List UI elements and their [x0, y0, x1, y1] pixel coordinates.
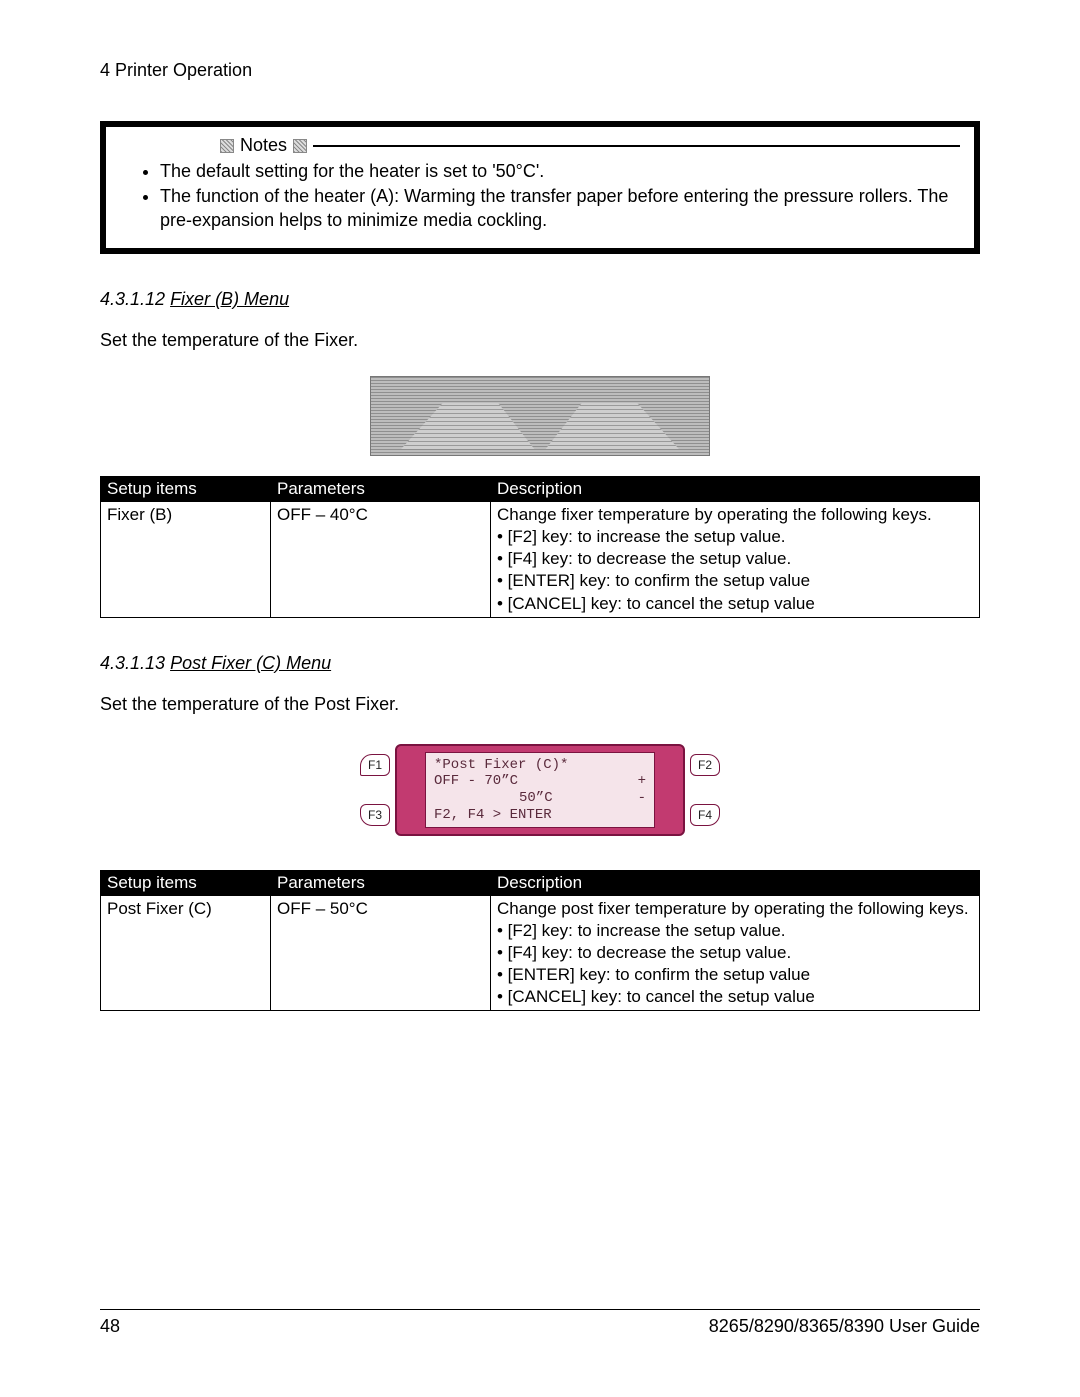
th-parameters: Parameters: [271, 870, 491, 895]
table-row: Fixer (B) OFF – 40°C Change fixer temper…: [101, 502, 980, 617]
lcd-text: +: [638, 773, 646, 790]
page-number: 48: [100, 1316, 120, 1337]
notes-item: The function of the heater (A): Warming …: [160, 185, 960, 232]
notes-ornament-icon: [220, 139, 234, 153]
table-fixer-b: Setup items Parameters Description Fixer…: [100, 476, 980, 617]
notes-box: Notes The default setting for the heater…: [100, 121, 980, 254]
td-description: Change post fixer temperature by operati…: [491, 895, 980, 1010]
desc-line: • [ENTER] key: to confirm the setup valu…: [497, 964, 973, 986]
table-header-row: Setup items Parameters Description: [101, 477, 980, 502]
panel-lcd: *Post Fixer (C)* OFF - 70”C + 50”C - F2, F…: [425, 752, 655, 828]
td-parameter: OFF – 40°C: [271, 502, 491, 617]
f1-key[interactable]: F1: [360, 754, 390, 776]
section-text-post-fixer-c: Set the temperature of the Post Fixer.: [100, 694, 980, 715]
page-header: 4 Printer Operation: [100, 60, 980, 81]
notes-ornament-icon: [293, 139, 307, 153]
f2-key[interactable]: F2: [690, 754, 720, 776]
section-number: 4.3.1.12: [100, 289, 170, 309]
table-post-fixer-c: Setup items Parameters Description Post …: [100, 870, 980, 1011]
notes-item: The default setting for the heater is se…: [160, 160, 960, 183]
notes-title: Notes: [240, 135, 287, 156]
desc-line: Change post fixer temperature by operati…: [497, 898, 973, 920]
section-number: 4.3.1.13: [100, 653, 170, 673]
desc-line: • [F2] key: to increase the setup value.: [497, 526, 973, 548]
th-setup-items: Setup items: [101, 477, 271, 502]
section-heading-fixer-b: 4.3.1.12 Fixer (B) Menu: [100, 289, 980, 310]
lcd-text: 50”C: [519, 790, 553, 807]
th-parameters: Parameters: [271, 477, 491, 502]
lcd-text: *Post Fixer (C)*: [434, 757, 568, 774]
notes-title-rule: [313, 145, 960, 147]
th-description: Description: [491, 870, 980, 895]
lcd-line: OFF - 70”C +: [434, 773, 646, 790]
th-setup-items: Setup items: [101, 870, 271, 895]
lcd-line: *Post Fixer (C)*: [434, 757, 646, 774]
f4-key[interactable]: F4: [690, 804, 720, 826]
desc-line: Change fixer temperature by operating th…: [497, 504, 973, 526]
lcd-line: 50”C -: [434, 790, 646, 807]
notes-title-row: Notes: [220, 135, 960, 156]
td-setup-item: Post Fixer (C): [101, 895, 271, 1010]
lcd-line: F2, F4 > ENTER: [434, 807, 646, 824]
desc-line: • [F2] key: to increase the setup value.: [497, 920, 973, 942]
section-heading-post-fixer-c: 4.3.1.13 Post Fixer (C) Menu: [100, 653, 980, 674]
td-setup-item: Fixer (B): [101, 502, 271, 617]
section-title: Fixer (B) Menu: [170, 289, 289, 309]
notes-list: The default setting for the heater is se…: [120, 160, 960, 232]
lcd-text: -: [638, 790, 646, 807]
table-row: Post Fixer (C) OFF – 50°C Change post fi…: [101, 895, 980, 1010]
desc-line: • [F4] key: to decrease the setup value.: [497, 548, 973, 570]
desc-line: • [ENTER] key: to confirm the setup valu…: [497, 570, 973, 592]
desc-line: • [CANCEL] key: to cancel the setup valu…: [497, 986, 973, 1008]
table-header-row: Setup items Parameters Description: [101, 870, 980, 895]
desc-line: • [CANCEL] key: to cancel the setup valu…: [497, 593, 973, 615]
td-parameter: OFF – 50°C: [271, 895, 491, 1010]
control-panel-figure: *Post Fixer (C)* OFF - 70”C + 50”C - F2, F…: [360, 740, 720, 840]
f3-key[interactable]: F3: [360, 804, 390, 826]
th-description: Description: [491, 477, 980, 502]
section-text-fixer-b: Set the temperature of the Fixer.: [100, 330, 980, 351]
display-figure-fixer-b: [370, 376, 710, 456]
td-description: Change fixer temperature by operating th…: [491, 502, 980, 617]
doc-title: 8265/8290/8365/8390 User Guide: [709, 1316, 980, 1337]
desc-line: • [F4] key: to decrease the setup value.: [497, 942, 973, 964]
section-title: Post Fixer (C) Menu: [170, 653, 331, 673]
lcd-text: OFF - 70”C: [434, 773, 518, 790]
chapter-label: 4 Printer Operation: [100, 60, 252, 80]
page-footer: 48 8265/8290/8365/8390 User Guide: [100, 1309, 980, 1337]
